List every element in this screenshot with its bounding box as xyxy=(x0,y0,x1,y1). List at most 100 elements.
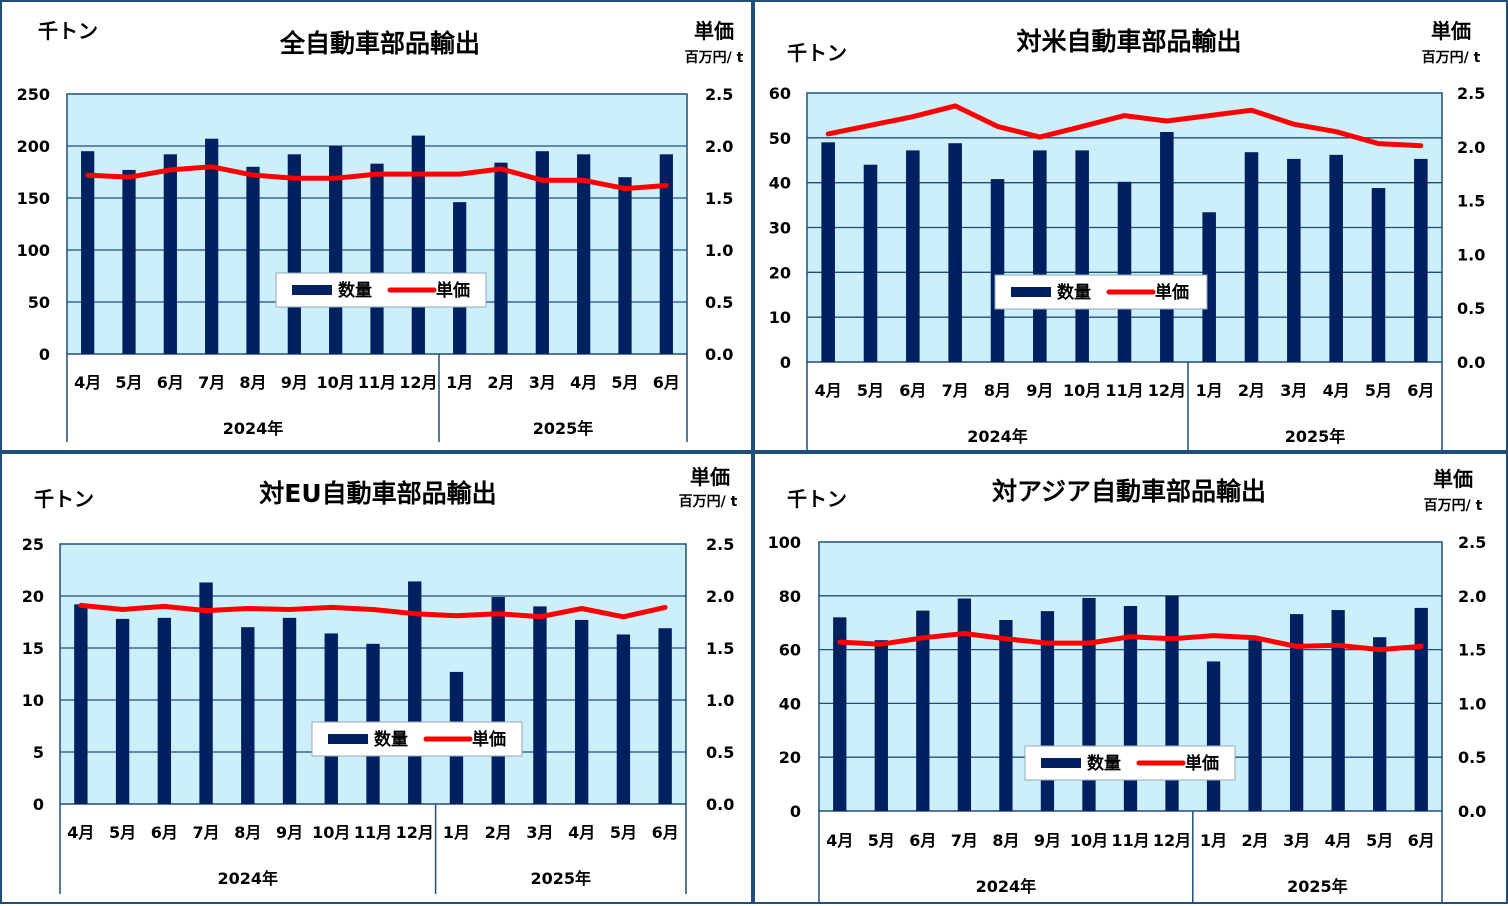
y-tick-label: 100 xyxy=(17,241,50,260)
line-point xyxy=(288,608,292,612)
line-point xyxy=(292,176,296,180)
x-tick-label: 10月 xyxy=(317,373,355,392)
line-point xyxy=(210,165,214,169)
x-tick-label: 4月 xyxy=(815,381,842,400)
line-point xyxy=(1419,144,1423,148)
y-tick-label: 40 xyxy=(779,694,801,713)
y-tick-label: 200 xyxy=(17,137,50,156)
legend-line-label: 単価 xyxy=(1185,753,1219,774)
line-point xyxy=(1419,644,1423,648)
line-point xyxy=(1334,130,1338,134)
x-tick-label: 3月 xyxy=(526,823,553,842)
bar-2月 xyxy=(1248,640,1262,811)
y-tick-label: 250 xyxy=(17,85,50,104)
x-tick-label: 5月 xyxy=(868,831,895,850)
bar-4月 xyxy=(74,604,88,804)
line-point xyxy=(869,123,872,127)
line-point xyxy=(1377,142,1380,146)
y-tick-label: 20 xyxy=(779,748,801,767)
line-point xyxy=(1207,114,1211,118)
line-point xyxy=(416,172,420,176)
bar-5月 xyxy=(115,618,130,804)
y2-tick-label: 0.5 xyxy=(705,293,733,312)
y-tick-label: 0 xyxy=(33,795,44,814)
bar-4月 xyxy=(81,151,95,354)
y2-tick-label: 2.5 xyxy=(706,535,734,554)
line-point xyxy=(1004,637,1008,641)
bar-7月 xyxy=(205,138,219,354)
y-tick-label: 10 xyxy=(769,308,791,327)
x-tick-label: 4月 xyxy=(1323,381,1350,400)
line-point xyxy=(1212,634,1216,638)
y2-tick-label: 2.0 xyxy=(706,587,734,606)
x-tick-label: 5月 xyxy=(109,823,136,842)
x-tick-label: 5月 xyxy=(611,373,638,392)
right-axis-unit-sub: 百万円/ t xyxy=(1424,498,1483,514)
chart-panel-total: 全自動車部品輸出 千トン 単価 百万円/ t 0 50 100 150 200 250 0.0 0.5… xyxy=(0,0,753,452)
x-tick-label: 6月 xyxy=(1408,831,1435,850)
y2-tick-label: 0.0 xyxy=(1458,802,1486,821)
x-tick-label: 9月 xyxy=(1026,381,1053,400)
line-point xyxy=(496,612,500,616)
bar-5月 xyxy=(874,640,888,811)
legend-bar-label: 数量 xyxy=(338,280,372,301)
x-tick-label: 11月 xyxy=(1105,381,1143,400)
bar-6月 xyxy=(163,154,177,354)
line-point xyxy=(538,615,542,619)
year-group-label: 2024年 xyxy=(967,427,1028,446)
bar-8月 xyxy=(990,179,1005,362)
x-tick-label: 6月 xyxy=(157,373,184,392)
x-tick-label: 6月 xyxy=(652,823,679,842)
x-tick-label: 2月 xyxy=(1238,381,1265,400)
bar-9月 xyxy=(282,617,297,804)
bar-1月 xyxy=(1202,212,1216,362)
x-tick-label: 1月 xyxy=(1200,831,1227,850)
x-tick-label: 2月 xyxy=(487,373,514,392)
left-axis-unit: 千トン xyxy=(34,487,94,511)
x-tick-label: 1月 xyxy=(446,373,473,392)
x-tick-label: 5月 xyxy=(610,823,637,842)
line-point xyxy=(911,115,915,119)
bar-2月 xyxy=(491,597,505,804)
left-axis-unit: 千トン xyxy=(787,41,847,65)
y-tick-label: 20 xyxy=(769,263,791,282)
year-group-label: 2025年 xyxy=(533,419,594,438)
bar-5月 xyxy=(618,177,632,354)
line-point xyxy=(580,606,584,610)
y-tick-label: 60 xyxy=(779,641,801,660)
x-tick-label: 1月 xyxy=(1196,381,1223,400)
line-point xyxy=(371,608,375,612)
right-axis-unit-sub: 百万円/ t xyxy=(685,50,744,66)
line-point xyxy=(1378,648,1382,652)
line-point xyxy=(162,604,166,608)
legend-bar-swatch xyxy=(1041,758,1081,768)
bar-9月 xyxy=(287,154,301,354)
line-point xyxy=(621,615,625,619)
line-point xyxy=(1170,637,1174,641)
line-point xyxy=(499,167,503,171)
bar-7月 xyxy=(199,582,213,804)
y2-tick-label: 2.5 xyxy=(1458,533,1486,552)
chart-title: 対アジア自動車部品輸出 xyxy=(992,477,1266,506)
x-tick-label: 5月 xyxy=(857,381,884,400)
x-tick-label: 9月 xyxy=(276,823,303,842)
x-tick-label: 7月 xyxy=(192,823,219,842)
line-point xyxy=(1045,641,1049,645)
x-tick-label: 12月 xyxy=(1148,381,1186,400)
line-point xyxy=(1336,643,1340,647)
line-point xyxy=(121,608,125,612)
year-group-label: 2025年 xyxy=(531,869,592,888)
x-tick-label: 7月 xyxy=(942,381,969,400)
line-point xyxy=(329,605,333,609)
legend-bar-label: 数量 xyxy=(1057,282,1091,303)
bar-3月 xyxy=(1287,158,1301,362)
line-point xyxy=(540,178,544,182)
y2-tick-label: 1.0 xyxy=(706,691,734,710)
x-tick-label: 12月 xyxy=(1153,831,1191,850)
x-tick-label: 6月 xyxy=(653,373,680,392)
line-point xyxy=(251,173,255,177)
x-tick-label: 3月 xyxy=(1280,381,1307,400)
chart-title: 全自動車部品輸出 xyxy=(279,29,480,58)
